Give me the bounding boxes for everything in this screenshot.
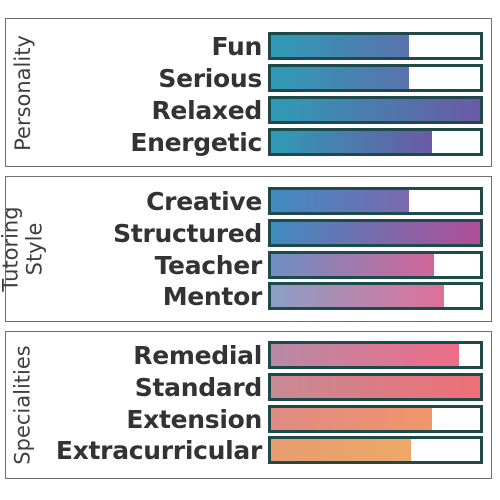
rating-row-mentor: Mentor [6,281,491,312]
rating-label: Relaxed [151,96,262,125]
section-specialities: Specialities Remedial Standard Extension… [5,331,492,479]
rating-row-remedial: Remedial [6,340,491,371]
rating-label: Teacher [154,251,263,280]
rating-bar-fill [271,131,432,153]
rating-bar-fill [271,344,460,366]
rating-bar-fill [271,439,412,461]
rating-row-structured: Structured [6,218,491,249]
rating-bar [268,436,483,464]
rating-label: Extracurricular [55,436,262,465]
rating-row-fun: Fun [6,31,491,62]
rating-bar-fill [271,254,435,276]
rating-bar [268,32,483,60]
rating-label: Serious [158,64,262,93]
rating-label: Remedial [133,341,262,370]
rating-bar [268,128,483,156]
rating-row-extracurricular: Extracurricular [6,435,491,466]
rating-label: Extension [126,405,262,434]
rating-row-energetic: Energetic [6,127,491,158]
rating-label: Structured [113,219,262,248]
rating-label: Standard [134,373,263,402]
rating-row-standard: Standard [6,372,491,403]
rating-bar-fill [271,222,480,244]
rating-bar [268,64,483,92]
rating-bar-fill [271,35,409,57]
rating-label: Mentor [162,282,263,311]
rating-bar [268,341,483,369]
rating-bar-fill [271,376,480,398]
section-personality: Personality Fun Serious Relaxed Energeti… [5,18,492,167]
rating-row-serious: Serious [6,63,491,94]
rating-row-teacher: Teacher [6,250,491,281]
rating-label: Energetic [130,128,262,157]
rating-bar [268,251,483,279]
rating-row-creative: Creative [6,186,491,217]
rating-bar [268,282,483,310]
rating-bar-fill [271,99,480,121]
rating-bar-fill [271,285,445,307]
rating-bar-fill [271,190,409,212]
rating-bar [268,96,483,124]
rating-row-extension: Extension [6,404,491,435]
rating-bar [268,219,483,247]
rating-row-relaxed: Relaxed [6,95,491,126]
rating-label: Fun [211,32,262,61]
rating-bar [268,187,483,215]
rating-bar [268,405,483,433]
rating-bar [268,373,483,401]
section-tutoring-style: Tutoring Style Creative Structured Teach… [0,176,492,322]
rating-bar-fill [271,67,409,89]
rating-bar-fill [271,408,432,430]
rating-label: Creative [146,187,262,216]
